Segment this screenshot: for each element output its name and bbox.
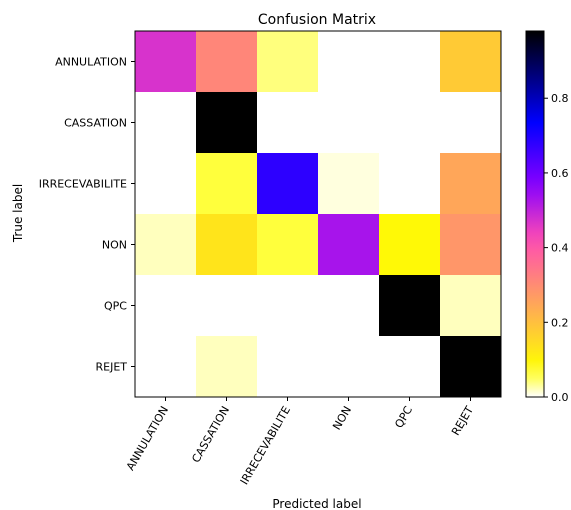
- x-tick-label: CASSATION: [189, 404, 232, 465]
- heatmap-cell: [196, 214, 258, 276]
- x-tick-label: NON: [330, 404, 354, 432]
- heatmap-cell: [440, 153, 502, 215]
- heatmap-cell: [135, 214, 197, 276]
- x-axis: ANNULATION CASSATION IRRECEVABILITE NON QPC R…: [124, 397, 476, 487]
- heatmap-cell: [440, 92, 502, 154]
- heatmap-cell: [318, 336, 380, 398]
- heatmap-cell: [257, 153, 319, 215]
- heatmap-cell: [257, 336, 319, 398]
- y-tick-label: NON: [102, 239, 127, 252]
- x-axis-label: Predicted label: [272, 497, 361, 510]
- colorbar-tick-label: 0.2: [551, 316, 569, 329]
- colorbar-ticks: 0.0 0.2 0.4 0.6 0.8: [544, 92, 569, 404]
- heatmap-cell: [196, 92, 258, 154]
- heatmap-cell: [379, 31, 441, 93]
- y-tick-label: REJET: [95, 361, 127, 374]
- x-tick-label: REJET: [449, 404, 476, 438]
- heatmap-cell: [135, 92, 197, 154]
- heatmap-cell: [440, 336, 502, 398]
- colorbar-tick-label: 0.0: [551, 391, 569, 404]
- heatmap-cell: [257, 214, 319, 276]
- heatmap-cell: [318, 31, 380, 93]
- colorbar-tick-label: 0.6: [551, 167, 569, 180]
- heatmap-cell: [440, 275, 502, 337]
- colorbar-tick-label: 0.4: [551, 242, 569, 255]
- y-tick-label: CASSATION: [64, 117, 127, 130]
- heatmap-cell: [379, 275, 441, 337]
- heatmap-cells: [135, 31, 502, 398]
- heatmap-cell: [379, 92, 441, 154]
- heatmap-cell: [379, 153, 441, 215]
- heatmap-cell: [135, 336, 197, 398]
- y-axis-label: True label: [11, 184, 25, 243]
- heatmap-cell: [440, 214, 502, 276]
- heatmap-cell: [440, 31, 502, 93]
- heatmap-cell: [257, 275, 319, 337]
- x-tick-label: QPC: [392, 404, 415, 431]
- y-tick-label: QPC: [104, 300, 127, 313]
- heatmap-cell: [135, 31, 197, 93]
- x-tick-label: IRRECEVABILITE: [238, 404, 293, 487]
- heatmap-cell: [196, 31, 258, 93]
- x-tick-label: ANNULATION: [124, 404, 171, 473]
- heatmap-cell: [135, 275, 197, 337]
- heatmap-cell: [318, 153, 380, 215]
- plot-frame: [134, 30, 502, 398]
- heatmap-cell: [196, 275, 258, 337]
- y-tick-label: IRRECEVABILITE: [39, 178, 127, 191]
- heatmap-cell: [318, 214, 380, 276]
- heatmap-cell: [318, 275, 380, 337]
- heatmap-cell: [257, 92, 319, 154]
- chart-title: Confusion Matrix: [258, 12, 376, 28]
- heatmap-cell: [257, 31, 319, 93]
- y-tick-label: ANNULATION: [55, 56, 127, 69]
- colorbar: [525, 30, 545, 398]
- heatmap-cell: [318, 92, 380, 154]
- heatmap-cell: [196, 336, 258, 398]
- y-axis: ANNULATION CASSATION IRRECEVABILITE NON QPC R…: [39, 56, 135, 374]
- heatmap-cell: [379, 336, 441, 398]
- colorbar-tick-label: 0.8: [551, 92, 569, 105]
- heatmap-cell: [379, 214, 441, 276]
- heatmap-cell: [135, 153, 197, 215]
- heatmap-cell: [196, 153, 258, 215]
